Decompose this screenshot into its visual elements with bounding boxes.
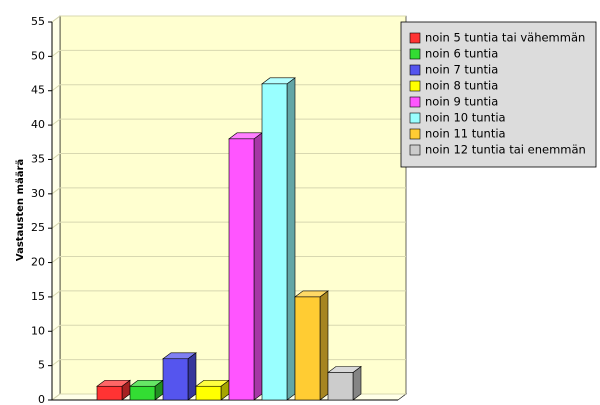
- legend-swatch: [409, 48, 421, 60]
- bar: [261, 77, 296, 401]
- legend-swatch: [409, 128, 421, 140]
- y-tick-label: 55: [31, 15, 45, 28]
- legend-label: noin 8 tuntia: [425, 79, 498, 93]
- legend-label: noin 5 tuntia tai vähemmän: [425, 31, 585, 45]
- bar-side: [319, 290, 329, 401]
- bar-front: [96, 385, 123, 401]
- legend-swatch: [409, 80, 421, 92]
- y-tick-label: 0: [38, 393, 45, 405]
- bar: [228, 132, 263, 401]
- y-tick-label: 20: [31, 256, 45, 269]
- legend-swatch: [409, 32, 421, 44]
- bar-front: [327, 372, 354, 401]
- legend-label: noin 11 tuntia: [425, 127, 506, 141]
- grid-line: [51, 153, 61, 160]
- grid-line: [51, 393, 61, 401]
- bar: [129, 379, 164, 401]
- y-tick-label: 5: [38, 359, 45, 372]
- y-tick-label: 45: [31, 84, 45, 97]
- legend-label: noin 12 tuntia tai enemmän: [425, 143, 586, 157]
- grid-line: [51, 118, 61, 126]
- y-axis-label: Vastausten määrä: [15, 159, 26, 261]
- bar-front: [261, 83, 288, 401]
- legend-swatch: [409, 112, 421, 124]
- legend-label: noin 7 tuntia: [425, 63, 498, 77]
- y-tick-label: 50: [31, 49, 45, 62]
- bar-side: [286, 77, 296, 401]
- legend-label: noin 9 tuntia: [425, 95, 498, 109]
- bar-side: [253, 132, 263, 401]
- legend-label: noin 6 tuntia: [425, 47, 498, 61]
- grid-line: [51, 49, 61, 57]
- bar: [195, 379, 230, 401]
- bar-front: [162, 358, 189, 401]
- bar-front: [294, 296, 321, 401]
- legend-swatch: [409, 96, 421, 108]
- y-tick-label: 25: [31, 221, 45, 234]
- legend-swatch: [409, 64, 421, 76]
- bar: [327, 365, 362, 401]
- bar: [96, 379, 131, 401]
- y-tick-label: 30: [31, 187, 45, 200]
- bar-front: [129, 385, 156, 401]
- bar-side: [187, 352, 197, 401]
- grid-line: [51, 221, 61, 229]
- bar: [294, 290, 329, 401]
- y-tick-label: 15: [31, 290, 45, 303]
- grid-line: [51, 84, 61, 92]
- legend-swatch: [409, 144, 421, 156]
- grid-line: [51, 256, 61, 263]
- grid-line: [51, 290, 61, 298]
- legend: noin 5 tuntia tai vähemmän noin 6 tuntia n…: [400, 21, 597, 168]
- grid-line: [51, 324, 61, 332]
- y-tick-label: 35: [31, 152, 45, 165]
- bar-front: [228, 138, 255, 401]
- legend-label: noin 10 tuntia: [425, 111, 506, 125]
- grid-line: [51, 187, 61, 195]
- grid-line: [51, 15, 61, 23]
- side-wall: [51, 15, 61, 401]
- legend-box: [400, 21, 597, 168]
- y-tick-label: 10: [31, 324, 45, 337]
- y-tick-label: 40: [31, 118, 45, 131]
- grid-line: [51, 359, 61, 367]
- bar-front: [195, 385, 222, 401]
- bar: [162, 352, 197, 401]
